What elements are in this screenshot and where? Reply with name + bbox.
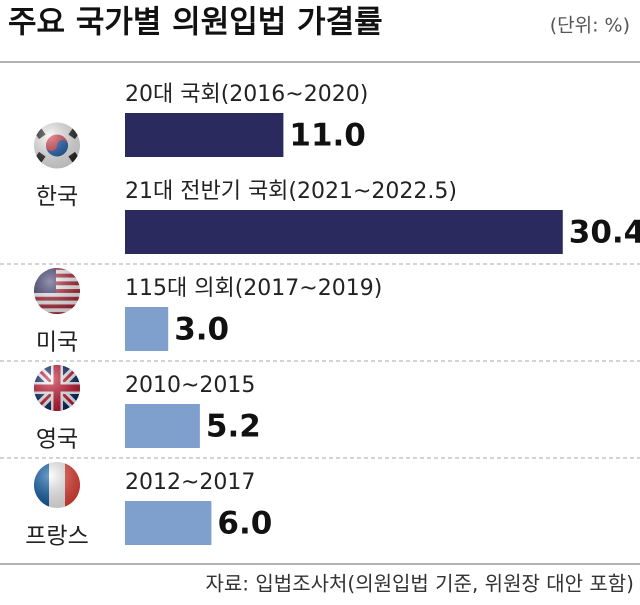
flag (34, 122, 80, 169)
country-label: 미국 (36, 330, 78, 356)
unit-label: (단위: %) (550, 15, 630, 37)
value-label: 6.0 (217, 506, 272, 542)
flag-shade (34, 462, 80, 508)
source: 자료: 입법조사처(의원입법 기준, 위원장 대안 포함) (206, 572, 635, 596)
category-label: 115대 의회(2017~2019) (125, 276, 382, 301)
value-label: 5.2 (206, 409, 261, 445)
value-label: 11.0 (289, 118, 366, 154)
value-label: 30.4 (569, 215, 640, 251)
category-label: 2010~2015 (125, 373, 255, 398)
flag-shade (34, 122, 80, 169)
flag (34, 462, 80, 508)
flag (34, 365, 80, 411)
bar (125, 210, 563, 254)
flag-shade (34, 268, 80, 314)
value-label: 3.0 (174, 312, 229, 348)
flag (34, 268, 80, 314)
flag-shade (34, 365, 80, 411)
category-label: 20대 국회(2016~2020) (125, 82, 368, 107)
category-label: 21대 전반기 국회(2021~2022.5) (125, 179, 457, 204)
country-label: 한국 (36, 184, 78, 210)
bar (125, 113, 284, 157)
country-label: 프랑스 (25, 524, 88, 550)
chart-title: 주요 국가별 의원입법 가결률 (8, 5, 383, 41)
country-label: 영국 (36, 427, 78, 453)
bar (125, 404, 200, 448)
bar (125, 307, 169, 351)
category-label: 2012~2017 (125, 470, 255, 495)
bar (125, 501, 212, 545)
